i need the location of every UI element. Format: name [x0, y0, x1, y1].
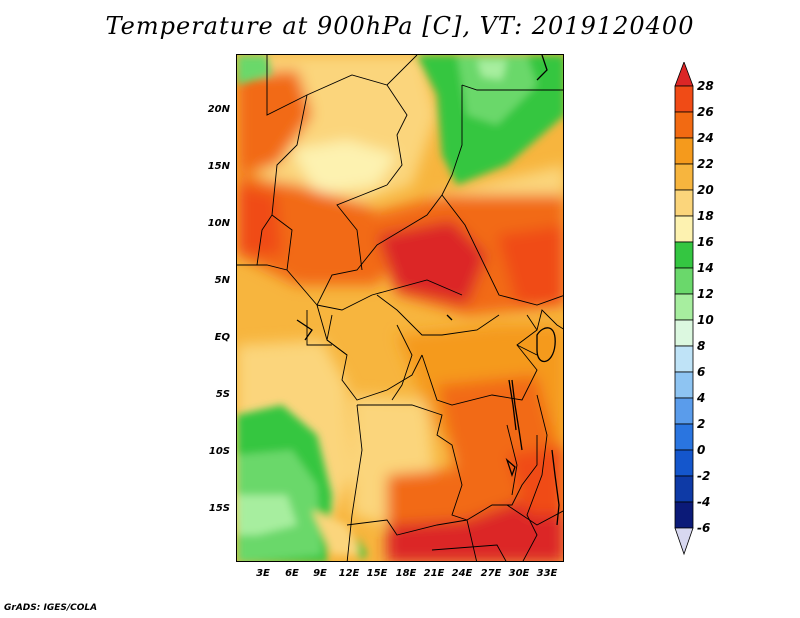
colorbar-segment [674, 501, 694, 529]
colorbar-segment [674, 449, 694, 477]
colorbar-segment [674, 423, 694, 451]
lat-label-15s: 15S [208, 503, 230, 514]
colorbar-bottom-arrow [674, 527, 694, 556]
temperature-map [236, 54, 564, 562]
colorbar-label-2: 2 [697, 417, 706, 431]
lat-label-15n: 15N [207, 161, 230, 172]
colorbar-segment [674, 241, 694, 269]
lakes-and-coasts [296, 55, 560, 526]
colorbar-segment [674, 163, 694, 191]
lat-label-10n: 10N [207, 218, 230, 229]
lon-label-18e: 18E [395, 568, 417, 579]
colorbar-label-16: 16 [697, 235, 714, 249]
colorbar-segments [674, 62, 694, 556]
colorbar-label-22: 22 [697, 157, 714, 171]
temperature-contours [237, 55, 563, 561]
colorbar-segment [674, 345, 694, 373]
colorbar-segment [674, 371, 694, 399]
lon-label-27e: 27E [480, 568, 502, 579]
colorbar-label-6: 6 [697, 365, 706, 379]
colorbar-segment [674, 137, 694, 165]
colorbar-label-minus2: -2 [697, 469, 711, 483]
cool-regions [237, 55, 563, 561]
lat-label-eq: EQ [214, 332, 230, 343]
colorbar-label-12: 12 [697, 287, 714, 301]
temperature-field [237, 55, 563, 561]
lat-label-20n: 20N [207, 104, 230, 115]
colorbar-segment [674, 319, 694, 347]
chart-title: Temperature at 900hPa [C], VT: 201912040… [105, 12, 695, 40]
colorbar-segment [674, 215, 694, 243]
colorbar-segment [674, 475, 694, 503]
colorbar [674, 62, 694, 556]
colorbar-label-minus6: -6 [697, 521, 711, 535]
colorbar-label-8: 8 [697, 339, 706, 353]
colorbar-segment [674, 293, 694, 321]
lat-label-10s: 10S [208, 446, 230, 457]
country-borders [237, 55, 563, 561]
colorbar-segment [674, 189, 694, 217]
colorbar-segment [674, 85, 694, 113]
colorbar-label-minus4: -4 [697, 495, 711, 509]
colorbar-segment [674, 111, 694, 139]
lon-label-9e: 9E [313, 568, 327, 579]
lon-label-21e: 21E [423, 568, 445, 579]
colorbar-label-18: 18 [697, 209, 714, 223]
lon-label-33e: 33E [536, 568, 558, 579]
colorbar-label-10: 10 [697, 313, 714, 327]
grads-credit: GrADS: IGES/COLA [4, 603, 98, 613]
lon-label-6e: 6E [285, 568, 299, 579]
colorbar-label-20: 20 [697, 183, 714, 197]
colorbar-label-0: 0 [697, 443, 706, 457]
colorbar-label-24: 24 [697, 131, 714, 145]
colorbar-label-4: 4 [697, 391, 706, 405]
colorbar-label-26: 26 [697, 105, 714, 119]
lon-label-24e: 24E [451, 568, 473, 579]
lat-label-5s: 5S [215, 389, 230, 400]
colorbar-top-arrow [674, 62, 694, 87]
lon-label-30e: 30E [508, 568, 530, 579]
colorbar-segment [674, 267, 694, 295]
lat-label-5n: 5N [214, 275, 230, 286]
lon-label-15e: 15E [366, 568, 388, 579]
colorbar-segment [674, 397, 694, 425]
lon-label-12e: 12E [338, 568, 360, 579]
colorbar-label-14: 14 [697, 261, 714, 275]
lon-label-3e: 3E [256, 568, 270, 579]
colorbar-label-28: 28 [697, 79, 714, 93]
